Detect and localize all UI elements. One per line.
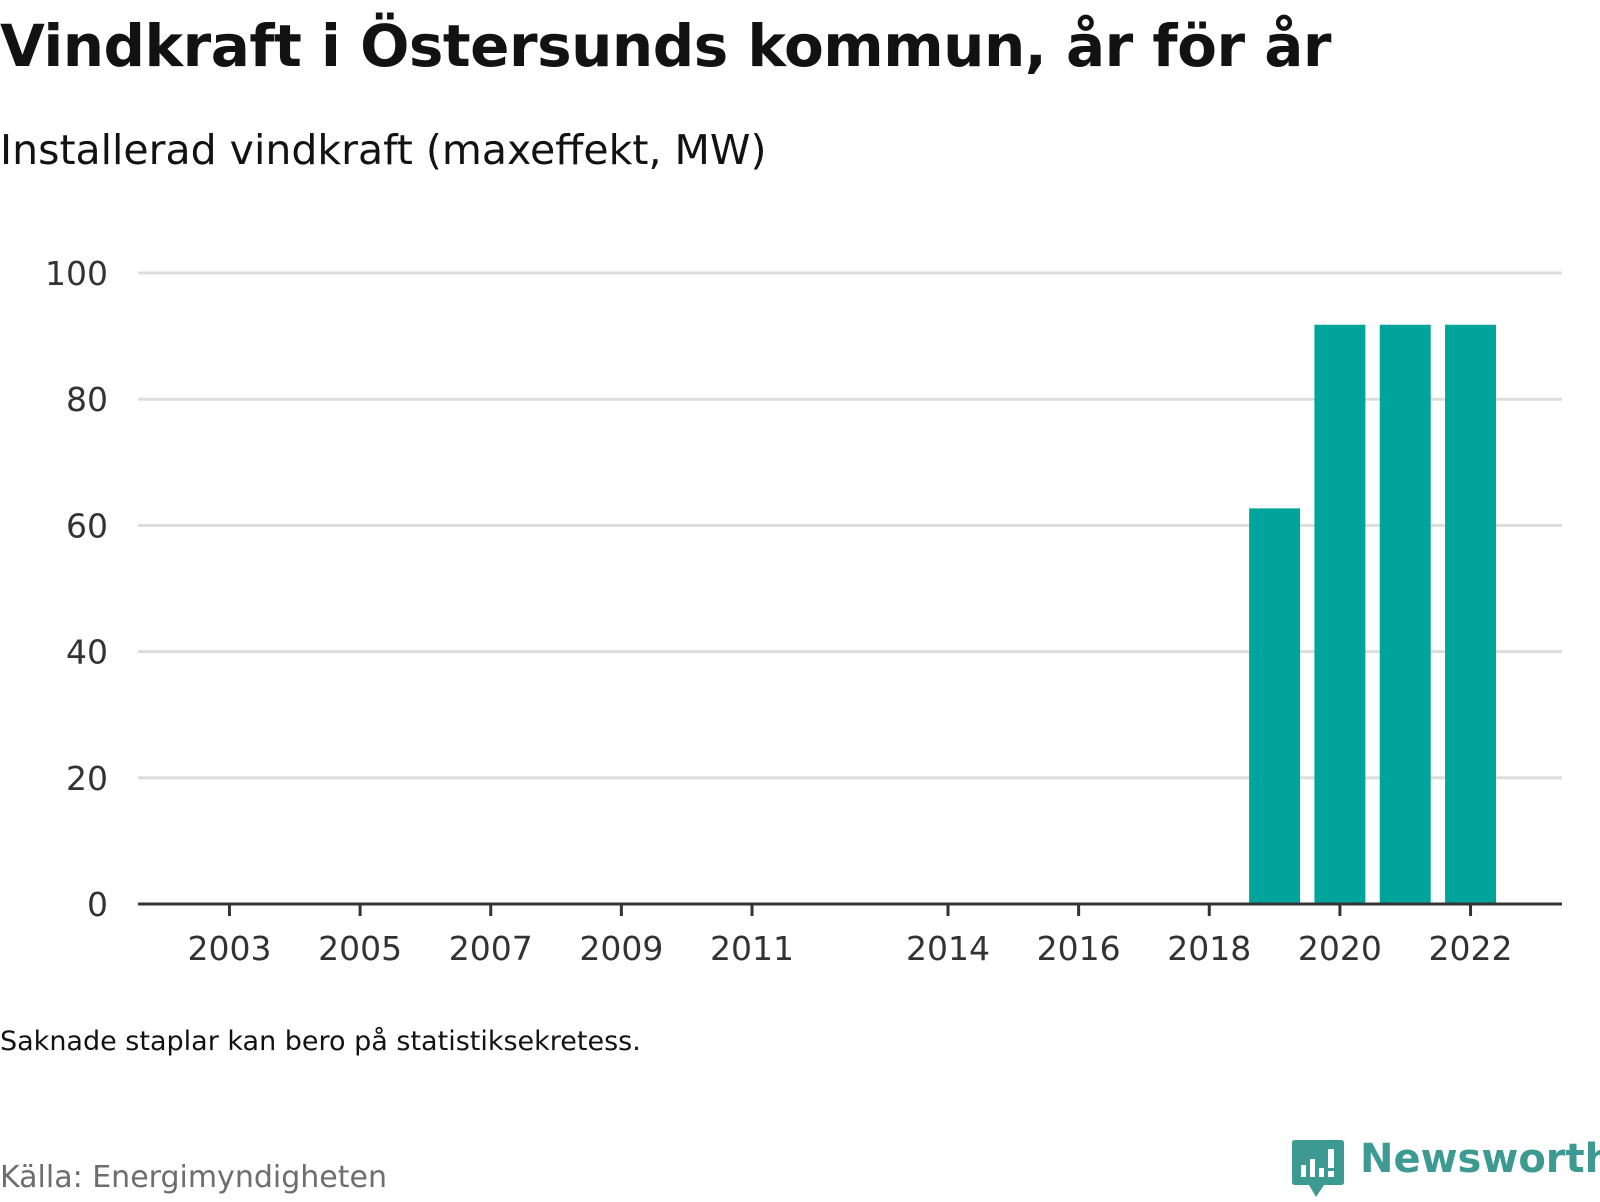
- x-tick-label: 2005: [318, 929, 402, 968]
- bar-2020: [1314, 324, 1366, 904]
- x-tick-label: 2018: [1167, 929, 1251, 968]
- footnote: Saknade staplar kan bero på statistiksek…: [0, 1026, 641, 1057]
- bar-2021: [1379, 324, 1431, 904]
- y-tick-label: 20: [66, 759, 108, 798]
- x-tick-label: 2007: [449, 929, 533, 968]
- newsworthy-logo-icon: [1292, 1140, 1344, 1197]
- bar-2022: [1445, 324, 1497, 904]
- bar-2019: [1249, 508, 1301, 904]
- x-tick-label: 2011: [710, 929, 794, 968]
- bar-chart: 0 20 40 60 80 100 2003 2005 2007 2009 2011 2014 201…: [45, 254, 1562, 968]
- brand-logo[interactable]: Newsworthy: [1292, 1136, 1600, 1202]
- y-axis-ticks: 0 20 40 60 80 100: [45, 254, 108, 924]
- x-tick-label: 2009: [579, 929, 663, 968]
- x-axis-ticks: 2003 2005 2007 2009 2011 2014 2016 2018 2020 2022: [187, 904, 1513, 968]
- x-tick-label: 2016: [1037, 929, 1121, 968]
- chart-subtitle: Installerad vindkraft (maxeffekt, MW): [0, 126, 767, 174]
- x-tick-label: 2003: [187, 929, 271, 968]
- source-label: Källa: Energimyndigheten: [0, 1160, 387, 1195]
- x-tick-label: 2014: [906, 929, 990, 968]
- y-tick-label: 60: [66, 506, 108, 545]
- bars: [1249, 324, 1497, 904]
- y-tick-label: 80: [66, 380, 108, 419]
- y-tick-label: 100: [45, 254, 108, 293]
- brand-name: Newsworthy: [1360, 1136, 1600, 1182]
- x-tick-label: 2020: [1298, 929, 1382, 968]
- x-tick-label: 2022: [1429, 929, 1513, 968]
- y-tick-label: 0: [87, 885, 108, 924]
- chart-title: Vindkraft i Östersunds kommun, år för år: [0, 12, 1332, 80]
- y-tick-label: 40: [66, 633, 108, 672]
